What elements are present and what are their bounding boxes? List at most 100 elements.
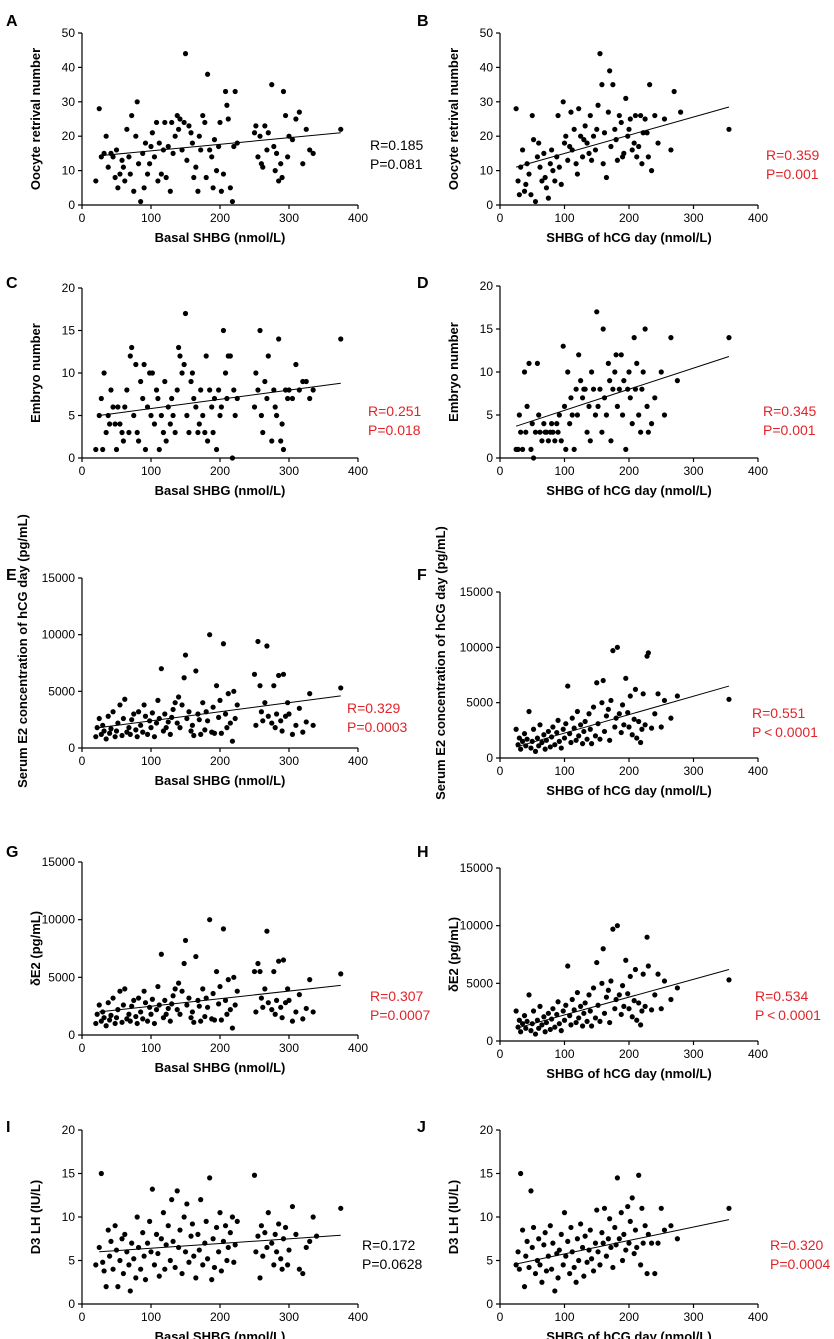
data-point	[556, 738, 562, 745]
data-point	[558, 745, 564, 751]
data-point	[138, 198, 144, 205]
data-point	[93, 446, 99, 453]
data-point	[639, 1205, 645, 1211]
data-point	[232, 88, 238, 95]
data-point	[586, 403, 592, 409]
data-point	[524, 1238, 530, 1244]
data-point	[513, 726, 519, 732]
data-point	[519, 1021, 526, 1027]
data-point	[597, 386, 603, 392]
data-point	[563, 446, 569, 452]
data-point	[726, 977, 732, 983]
data-point	[253, 1249, 259, 1255]
data-point	[165, 143, 171, 150]
data-point	[224, 1011, 230, 1017]
data-point	[272, 725, 278, 731]
data-point	[188, 130, 194, 136]
data-point	[513, 1008, 519, 1014]
data-point	[200, 1262, 206, 1268]
data-point	[186, 123, 192, 129]
data-point	[518, 746, 524, 752]
data-point	[193, 164, 199, 170]
x-tick-label: 100	[554, 1047, 574, 1061]
data-point	[182, 652, 189, 658]
data-point	[265, 713, 271, 719]
data-point	[515, 446, 521, 452]
x-tick-label: 400	[348, 464, 368, 478]
data-point	[278, 718, 284, 724]
data-point	[561, 735, 568, 741]
data-point	[181, 675, 187, 681]
data-point	[590, 985, 597, 991]
data-point	[229, 198, 236, 205]
data-point	[592, 412, 599, 418]
data-point	[217, 1210, 223, 1216]
data-point	[588, 1023, 595, 1029]
y-tick-label: 5	[68, 409, 75, 423]
data-point	[198, 1197, 204, 1203]
data-point	[595, 102, 601, 108]
data-point	[147, 1004, 153, 1010]
data-point	[565, 683, 571, 689]
data-point	[148, 725, 154, 731]
data-point	[276, 672, 282, 679]
data-point	[644, 403, 650, 409]
data-point	[179, 702, 185, 708]
data-point	[167, 1018, 173, 1024]
data-point	[217, 119, 223, 126]
data-point	[191, 395, 197, 402]
data-point	[647, 82, 653, 88]
data-point	[640, 1240, 646, 1246]
data-point	[112, 734, 118, 740]
data-point	[138, 1266, 144, 1272]
data-point	[563, 1002, 569, 1008]
y-axis-label: D3 LH (IU/L)	[446, 1180, 461, 1254]
data-point	[568, 739, 574, 746]
data-point	[225, 1244, 231, 1251]
data-point	[655, 140, 661, 146]
data-point	[155, 983, 161, 990]
data-point	[131, 188, 137, 194]
data-point	[110, 995, 116, 1001]
x-tick-label: 300	[279, 1310, 299, 1324]
data-point	[182, 310, 189, 317]
data-point	[195, 188, 201, 194]
y-tick-label: 5000	[466, 696, 493, 710]
data-point	[156, 446, 162, 453]
data-point	[571, 446, 577, 452]
data-point	[627, 395, 633, 401]
data-point	[545, 438, 551, 444]
data-point	[614, 157, 620, 163]
panel-letter: G	[6, 844, 18, 861]
data-point	[625, 710, 631, 716]
data-point	[202, 727, 208, 733]
data-point	[101, 1015, 107, 1021]
data-point	[289, 137, 296, 143]
data-point	[232, 1002, 238, 1008]
data-point	[280, 671, 287, 677]
data-point	[202, 429, 208, 436]
data-point	[135, 438, 142, 444]
stats-p-value: P=0.0003	[347, 719, 408, 735]
data-point	[608, 1244, 614, 1251]
data-point	[528, 192, 534, 198]
stats-r-value: R=0.251	[368, 403, 422, 419]
data-point	[532, 748, 539, 754]
x-tick-label: 0	[79, 211, 86, 225]
data-point	[638, 1022, 644, 1028]
data-point	[579, 1244, 586, 1251]
data-point	[96, 1244, 102, 1251]
data-point	[260, 1253, 266, 1259]
stats-r-value: R=0.359	[766, 147, 820, 163]
data-point	[573, 737, 579, 743]
data-point	[639, 1008, 645, 1014]
data-point	[603, 713, 610, 719]
data-point	[574, 708, 581, 715]
data-point	[193, 1275, 199, 1281]
data-point	[172, 133, 178, 139]
data-point	[262, 700, 268, 706]
data-point	[307, 395, 313, 402]
data-point	[590, 133, 597, 139]
data-point	[122, 404, 128, 410]
data-point	[586, 711, 592, 717]
